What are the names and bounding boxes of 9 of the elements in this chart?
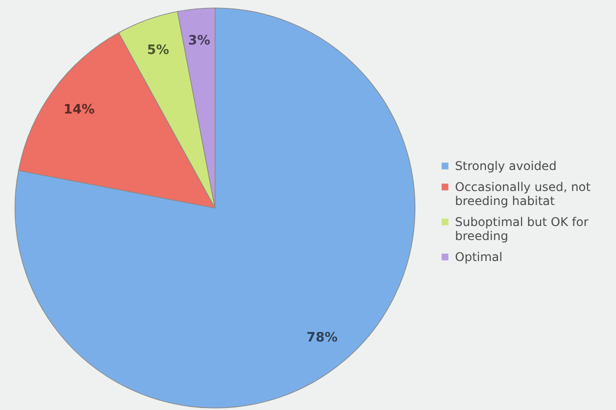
data-label: 78% [306,330,338,346]
legend-label: Strongly avoided [455,159,557,173]
data-label: 5% [147,42,170,58]
pie-slice [14,8,416,408]
data-label: 3% [188,34,210,49]
data-label: 14% [64,102,95,118]
legend-label: Suboptimal but OK for breeding [455,215,588,243]
legend-label: Optimal [455,250,502,264]
legend-label: Occasionally used, not breeding habitat [455,180,591,208]
